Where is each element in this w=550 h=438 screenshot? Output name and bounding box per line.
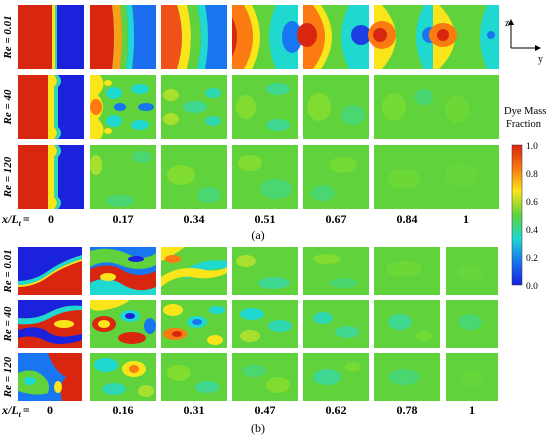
panel-b-x-tick-1: 0.16 [113,403,134,417]
contour-a-r1-c3 [232,5,302,69]
panel-b-row-1 [18,247,498,295]
panel-b-x-axis-equals: = [23,403,30,417]
contour-a-r2-c1 [90,75,156,139]
contour-a-r3-c5 [374,145,440,209]
panel-a-x-tick-0: 0 [48,212,54,226]
panel-a-x-axis-equals: = [23,212,30,226]
panel-b-x-tick-3: 0.47 [255,403,276,417]
contour-a-r2-c0 [18,75,84,139]
contour-a-r1-c0 [18,5,84,69]
colorbar-gradient [511,144,523,286]
panel-a-row-1 [18,5,499,69]
panel-a-x-tick-3: 0.51 [255,212,276,226]
contour-a-r2-c2 [161,75,227,139]
contour-b-r2-c5 [374,300,440,348]
colorbar: Dye Mass Fraction 1.0 0.8 0.6 0.4 0.2 0.… [504,106,546,292]
panel-a: Re = 0.01 Re = 40 Re = 120 x/Lt = 0 0.17 … [1,5,499,242]
contour-b-r1-c3 [232,247,298,295]
axis-y-label: y [538,54,543,65]
colorbar-tick-5: 0.2 [526,254,538,264]
panel-a-row-3 [18,145,499,209]
contour-a-r3-c6 [433,145,499,209]
contour-a-r3-c1 [90,145,156,209]
panel-a-row-label-1: Re = 0.01 [2,15,14,59]
contour-b-r3-c4 [303,353,369,401]
contour-b-r3-c6 [446,353,498,401]
contour-a-r3-c2 [161,145,227,209]
contour-b-r3-c3 [232,353,298,401]
panel-b-x-tick-2: 0.31 [184,403,205,417]
panel-b-row-label-3: Re = 120 [2,356,14,398]
contour-b-r2-c2 [161,300,227,348]
panel-b-x-axis-label-main: x/L [1,403,19,417]
colorbar-title-line2: Fraction [506,119,542,130]
contour-b-r2-c6 [446,300,498,348]
panel-a-x-tick-1: 0.17 [113,212,134,226]
contour-a-r3-c3 [232,145,298,209]
panel-a-x-axis-subscript: t [19,219,22,228]
panel-b-row-3 [18,353,498,401]
contour-a-r2-c6 [433,75,499,139]
panel-b-x-tick-6: 1 [469,403,475,417]
colorbar-title-line1: Dye Mass [504,106,546,117]
axes-indicator: z y [505,18,543,65]
contour-a-r2-c3 [232,75,298,139]
contour-a-r1-c2 [161,5,227,69]
contour-b-r3-c2 [161,353,227,401]
panel-a-x-tick-4: 0.67 [326,212,347,226]
contour-b-r3-c1 [90,353,156,401]
contour-a-r2-c4 [303,75,369,139]
contour-a-r1-c1 [90,5,156,69]
panel-b-x-tick-5: 0.78 [397,403,418,417]
contour-a-r1-c6 [429,5,499,69]
contour-b-r1-c4 [303,247,369,295]
colorbar-tick-4: 0.4 [526,226,538,236]
contour-a-r3-c0 [18,145,84,209]
panel-a-x-axis-label-main: x/L [1,212,19,226]
panel-b: Re = 0.01 Re = 40 Re = 120 x/Lt = 0 0.16 … [1,247,498,435]
panel-b-row-2 [18,300,498,348]
panel-a-caption: (a) [251,228,264,242]
panel-b-row-label-2: Re = 40 [2,306,14,342]
colorbar-tick-2: 0.8 [526,170,538,180]
panel-b-x-tick-4: 0.62 [326,403,347,417]
panel-a-x-tick-2: 0.34 [184,212,205,226]
panel-a-row-label-2: Re = 40 [2,89,14,125]
contour-b-r2-c1 [90,300,156,348]
contour-b-r2-c0 [18,300,82,348]
contour-b-r1-c6 [446,247,498,295]
panel-a-row-label-3: Re = 120 [2,156,14,198]
colorbar-tick-6: 0.0 [526,282,538,292]
panel-b-x-tick-0: 0 [47,403,53,417]
colorbar-tick-1: 1.0 [526,142,538,152]
axis-z-label: z [505,18,510,29]
contour-b-r3-c0 [18,353,82,401]
panel-b-row-label-1: Re = 0.01 [2,249,14,293]
contour-b-r1-c0 [18,247,82,295]
panel-a-x-tick-6: 1 [463,212,469,226]
contour-b-r1-c2 [161,247,227,295]
contour-b-r2-c4 [303,300,369,348]
contour-b-r1-c1 [90,247,156,295]
contour-a-r2-c5 [374,75,440,139]
panel-b-caption: (b) [251,421,265,435]
contour-a-r3-c4 [303,145,369,209]
panel-a-x-tick-5: 0.84 [397,212,418,226]
panel-a-row-2 [18,75,499,139]
panel-a-x-axis-label: x/Lt = [1,212,30,228]
contour-a-r1-c4 [297,5,371,69]
panel-b-x-axis-label: x/Lt = [1,403,30,419]
contour-b-r2-c3 [232,300,298,348]
contour-b-r3-c5 [374,353,440,401]
contour-b-r1-c5 [374,247,440,295]
colorbar-tick-3: 0.6 [526,198,538,208]
panel-b-x-axis-subscript: t [19,410,22,419]
